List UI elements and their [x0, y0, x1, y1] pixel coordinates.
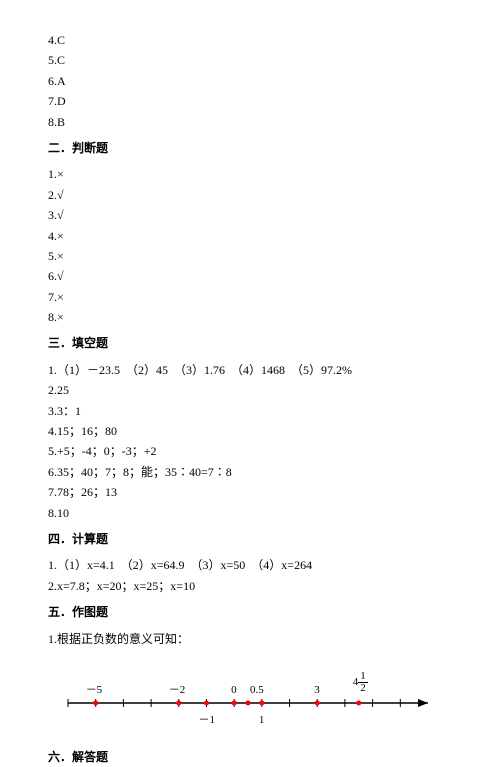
judge-line: 7.× [48, 287, 452, 307]
answer-line: 6.A [48, 71, 452, 91]
number-line-label: 1 [259, 711, 265, 730]
calc-line: 2.x=7.8；x=20；x=25；x=10 [48, 576, 452, 596]
judge-line: 6.√ [48, 266, 452, 286]
fill-line: 1.（1）－23.5 （2）45 （3）1.76 （4）1468 （5）97.2… [48, 360, 452, 380]
calc-line: 1.（1）x=4.1 （2）x=64.9 （3）x=50 （4）x=264 [48, 555, 452, 575]
judge-line: 8.× [48, 307, 452, 327]
fill-line: 2.25 [48, 380, 452, 400]
calc-answers: 1.（1）x=4.1 （2）x=64.9 （3）x=50 （4）x=264 2.… [48, 555, 452, 596]
section-heading-solve: 六．解答题 [48, 747, 452, 767]
answer-line: 8.B [48, 112, 452, 132]
fill-line: 7.78；26；13 [48, 482, 452, 502]
judge-line: 3.√ [48, 205, 452, 225]
number-line-label: 0 [231, 681, 237, 700]
page: 4.C 5.C 6.A 7.D 8.B 二．判断题 1.× 2.√ 3.√ 4.… [0, 0, 500, 708]
answer-line: 5.C [48, 50, 452, 70]
number-line-label: 3 [314, 681, 320, 700]
judge-line: 2.√ [48, 185, 452, 205]
fill-line: 5.+5；-4；0；-3；+2 [48, 441, 452, 461]
number-line-label: －2 [169, 681, 186, 700]
top-answers: 4.C 5.C 6.A 7.D 8.B [48, 30, 452, 132]
judge-line: 4.× [48, 226, 452, 246]
number-line-label: －1 [198, 711, 215, 730]
section-heading-fill: 三．填空题 [48, 333, 452, 353]
judge-line: 5.× [48, 246, 452, 266]
judge-line: 1.× [48, 164, 452, 184]
number-line-label: 0.5 [250, 681, 264, 700]
draw-line: 1.根据正负数的意义可知： [48, 629, 452, 649]
judge-answers: 1.× 2.√ 3.√ 4.× 5.× 6.√ 7.× 8.× [48, 164, 452, 327]
number-line-svg [48, 663, 448, 733]
answer-line: 7.D [48, 91, 452, 111]
number-line-figure: －5 －2 －1 0 0.5 1 3 412 [48, 663, 448, 733]
section-heading-calc: 四．计算题 [48, 529, 452, 549]
fill-line: 3.3：1 [48, 401, 452, 421]
answer-line: 4.C [48, 30, 452, 50]
fill-line: 8.10 [48, 503, 452, 523]
draw-text: 1.根据正负数的意义可知： [48, 629, 452, 649]
section-heading-judge: 二．判断题 [48, 138, 452, 158]
fill-line: 6.35；40；7；8；能；35∶40=7∶8 [48, 462, 452, 482]
section-heading-draw: 五．作图题 [48, 602, 452, 622]
number-line-label: 412 [353, 671, 368, 694]
fill-answers: 1.（1）－23.5 （2）45 （3）1.76 （4）1468 （5）97.2… [48, 360, 452, 523]
fill-line: 4.15；16；80 [48, 421, 452, 441]
number-line-label: －5 [86, 681, 103, 700]
